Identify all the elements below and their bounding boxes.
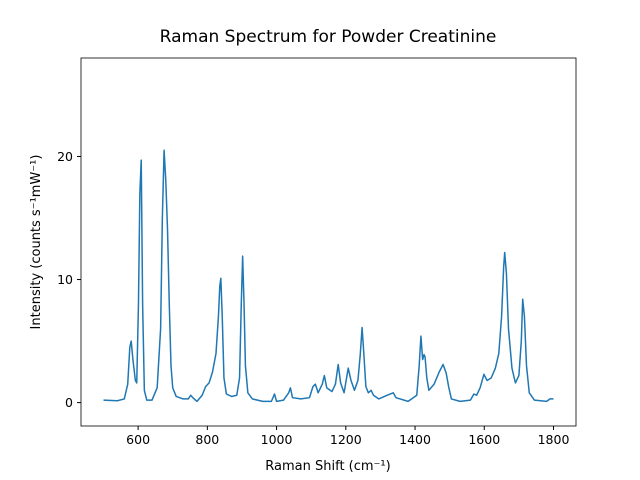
chart-title: Raman Spectrum for Powder Creatinine	[160, 27, 497, 47]
y-tick-label: 20	[57, 149, 73, 164]
x-tick-label: 600	[126, 432, 150, 447]
y-tick-label: 0	[65, 395, 73, 410]
plot-frame	[80, 57, 577, 427]
x-tick-label: 1600	[468, 432, 500, 447]
spectrum-line	[103, 149, 554, 403]
y-axis-label: Intensity (counts s⁻¹mW⁻¹)	[29, 155, 44, 330]
x-tick-label: 1200	[330, 432, 362, 447]
x-tick-label: 1400	[399, 432, 431, 447]
x-tick-label: 800	[195, 432, 219, 447]
y-tick-label: 10	[57, 272, 73, 287]
x-tick-label: 1000	[261, 432, 293, 447]
x-axis-label: Raman Shift (cm⁻¹)	[265, 459, 390, 474]
x-tick-label: 1800	[538, 432, 570, 447]
